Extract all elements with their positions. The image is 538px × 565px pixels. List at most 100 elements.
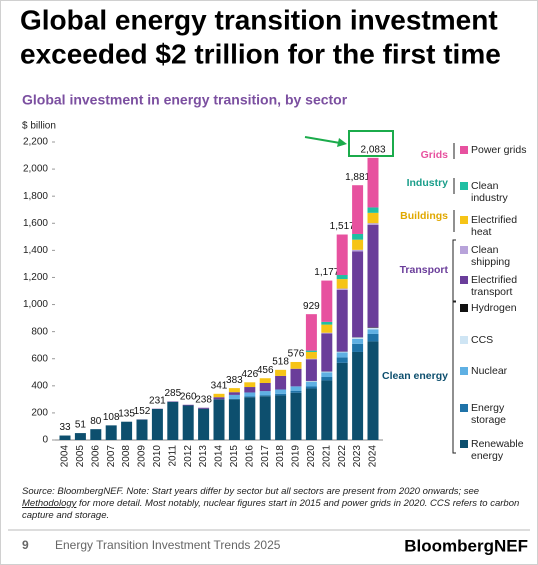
bar-segment bbox=[305, 386, 317, 389]
bar-segment bbox=[121, 421, 133, 440]
bar-segment bbox=[244, 392, 256, 397]
bar-segment bbox=[321, 280, 333, 322]
legend-label: Renewable energy bbox=[471, 438, 524, 462]
bar-segment bbox=[305, 314, 317, 351]
bar-segment bbox=[259, 396, 271, 440]
bar-segment bbox=[275, 369, 287, 376]
bar-segment bbox=[352, 239, 364, 250]
y-tick-label: 1,000 bbox=[23, 299, 48, 310]
bar-segment bbox=[367, 157, 379, 208]
bar-segment bbox=[336, 279, 348, 289]
y-tick-label: 400 bbox=[31, 380, 48, 391]
y-tick-label: 0 bbox=[42, 435, 48, 446]
legend-group-label: Buildings bbox=[400, 210, 448, 222]
bar-segment bbox=[352, 337, 364, 339]
bar-segment bbox=[182, 405, 194, 440]
bar-segment bbox=[336, 357, 348, 363]
bar-segment bbox=[336, 362, 348, 440]
bar-segment bbox=[259, 395, 271, 397]
bar-segment bbox=[352, 185, 364, 234]
bar-segment bbox=[367, 212, 379, 224]
bar-segment bbox=[244, 387, 256, 393]
bar-segment bbox=[290, 392, 302, 440]
y-tick-label: 600 bbox=[31, 353, 48, 364]
legend-swatch bbox=[460, 367, 468, 375]
legend-label: CCS bbox=[471, 334, 494, 346]
x-tick-label: 2023 bbox=[352, 445, 363, 468]
x-tick-label: 2008 bbox=[121, 445, 132, 468]
legend-swatch bbox=[460, 246, 468, 254]
source-note: Source: BloombergNEF. Note: Start years … bbox=[22, 486, 522, 522]
bar-segment bbox=[321, 333, 333, 372]
y-tick-label: 800 bbox=[31, 326, 48, 337]
bar-segment bbox=[275, 395, 287, 440]
page-number: 9 bbox=[22, 538, 29, 552]
bar-segment bbox=[290, 386, 302, 391]
legend-swatch bbox=[460, 440, 468, 448]
bar-segment bbox=[367, 327, 379, 328]
bar-segment bbox=[167, 401, 179, 440]
x-tick-label: 2009 bbox=[137, 445, 148, 468]
total-label: 51 bbox=[75, 420, 87, 431]
bar-segment bbox=[198, 407, 210, 409]
bar-segment bbox=[290, 361, 302, 369]
legend-swatch bbox=[460, 336, 468, 344]
y-tick-label: 1,200 bbox=[23, 272, 48, 283]
y-tick-label: 1,400 bbox=[23, 245, 48, 256]
legend-brackets bbox=[452, 143, 456, 454]
bar-segment bbox=[213, 393, 225, 398]
legend-group-label: Grids bbox=[420, 149, 448, 161]
legend-group-label: Industry bbox=[406, 177, 448, 189]
bar-segment bbox=[305, 358, 317, 360]
x-tick-label: 2024 bbox=[368, 445, 379, 468]
x-tick-label: 2017 bbox=[260, 445, 271, 468]
bar-segment bbox=[244, 397, 256, 440]
y-tick-label: 1,600 bbox=[23, 218, 48, 229]
x-tick-label: 2021 bbox=[321, 445, 332, 468]
legend-swatch bbox=[460, 182, 468, 190]
bar-segment bbox=[259, 378, 271, 383]
legend-label: Clean shipping bbox=[471, 244, 511, 268]
x-tick-label: 2022 bbox=[337, 445, 348, 468]
total-label: 231 bbox=[149, 395, 166, 406]
bar-segment bbox=[321, 380, 333, 440]
total-label: 152 bbox=[134, 406, 151, 417]
bar-segment bbox=[336, 275, 348, 280]
highlight-box bbox=[348, 130, 394, 157]
bar-segment bbox=[321, 371, 333, 373]
bar-segment bbox=[367, 223, 379, 225]
x-tick-label: 2013 bbox=[198, 445, 209, 468]
legend-group-label: Clean energy bbox=[382, 370, 448, 382]
bar-segment bbox=[352, 338, 364, 344]
bar-segment bbox=[228, 388, 240, 393]
title-line: Global energy transition investment bbox=[20, 4, 498, 35]
bar-segment bbox=[228, 399, 240, 440]
legend-swatch bbox=[460, 276, 468, 284]
total-label: 238 bbox=[195, 394, 212, 405]
bar-segment bbox=[367, 224, 379, 328]
bar-segment bbox=[151, 408, 163, 440]
bar-segment bbox=[336, 351, 348, 353]
x-tick-label: 2016 bbox=[244, 445, 255, 468]
total-label: 33 bbox=[59, 422, 71, 433]
x-tick-label: 2011 bbox=[167, 445, 178, 467]
bar-segment bbox=[228, 392, 240, 395]
title-line: exceeded $2 trillion for the first time bbox=[20, 38, 501, 69]
x-tick-label: 2005 bbox=[75, 445, 86, 468]
arrow-head bbox=[337, 138, 347, 147]
bar-segment bbox=[259, 382, 271, 392]
legend-swatch bbox=[460, 146, 468, 154]
bar-segment bbox=[290, 390, 302, 393]
bar-segment bbox=[105, 425, 117, 440]
bar-segment bbox=[213, 397, 225, 400]
y-tick-label: 1,800 bbox=[23, 191, 48, 202]
bar-segment bbox=[90, 429, 102, 440]
x-tick-label: 2014 bbox=[214, 445, 225, 468]
x-tick-label: 2004 bbox=[60, 445, 71, 468]
bar-segment bbox=[305, 381, 317, 387]
bar-segment bbox=[213, 399, 225, 440]
source-link[interactable]: Methodology bbox=[22, 498, 77, 509]
legend-label: Electrified heat bbox=[471, 214, 518, 238]
bar-segment bbox=[352, 351, 364, 440]
